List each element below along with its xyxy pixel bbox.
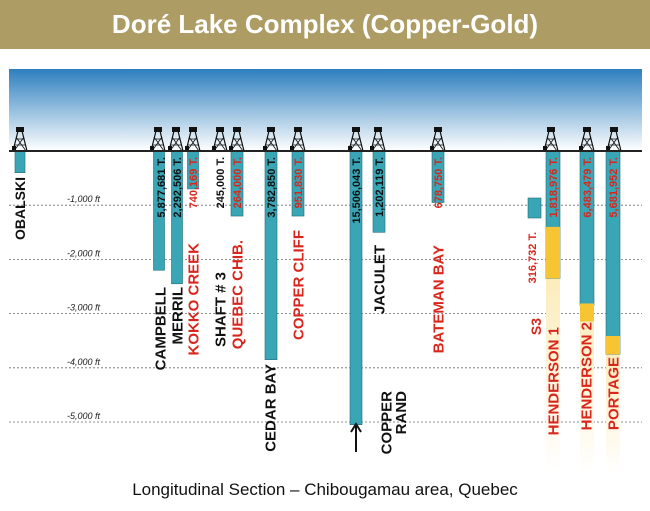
mine-name-label: COPPER (378, 391, 395, 455)
title-band (0, 0, 650, 49)
mine-name-label: S3 (528, 318, 544, 335)
tonnage-label: 5,681,952 T. (608, 157, 620, 218)
mine-name-label: SHAFT # 3 (212, 272, 229, 347)
mine-name-label: HENDERSON 2 (578, 322, 595, 430)
tonnage-label: 5,877,681 T. (156, 157, 168, 218)
depth-label: -3,000 ft (67, 303, 101, 313)
tonnage-label: 245,000 T. (215, 157, 227, 208)
gold-zone (606, 335, 620, 355)
tonnage-label: 2,292,506 T. (172, 157, 184, 218)
tonnage-label: 316,732 T. (527, 232, 539, 283)
mine-name-label: MERRIL (169, 287, 186, 345)
mine-name-label: PORTAGE (605, 357, 622, 430)
arrow-icon (350, 422, 362, 452)
mine-henderson-1 (545, 150, 561, 473)
mine-name-label: HENDERSON 1 (545, 327, 562, 435)
mine-name-label: COPPER CLIFF (290, 230, 307, 340)
mine-henderson-2 (579, 150, 595, 473)
tonnage-label: 3,782,850 T. (266, 157, 278, 218)
mine-name-label: CEDAR BAY (262, 364, 279, 452)
depth-label: -5,000 ft (67, 411, 101, 421)
gold-zone (580, 303, 594, 322)
sky (9, 69, 642, 151)
tonnage-label: 951,830 T. (293, 157, 305, 208)
tonnage-label: 15,506,043 T. (351, 157, 363, 224)
tonnage-label: 264,000 T. (232, 157, 244, 208)
shaft-obalski (14, 150, 26, 173)
page-title: Doré Lake Complex (Copper-Gold) (111, 9, 539, 39)
mine-name-label: CAMPBELL (152, 287, 169, 370)
depth-label: -1,000 ft (67, 194, 101, 204)
mine-name-label: RAND (393, 391, 410, 434)
tonnage-label: 1,202,119 T. (374, 157, 386, 217)
mine-name-label: JACULET (371, 245, 388, 314)
mine-obalski (14, 150, 26, 173)
mine-portage (605, 150, 621, 473)
tonnage-label: 1,818,976 T. (548, 157, 560, 218)
mine-s3 (527, 197, 542, 219)
orebody-s3 (527, 197, 542, 219)
mine-name-label: OBALSKI (12, 177, 28, 240)
depth-label: -4,000 ft (67, 357, 101, 367)
gold-zone (546, 226, 560, 279)
section-caption: Longitudinal Section – Chibougamau area,… (132, 480, 518, 499)
tonnage-label: 678,750 T. (433, 157, 445, 208)
depth-label: -2,000 ft (67, 248, 101, 258)
mine-name-label: KOKKO CREEK (185, 243, 202, 356)
mine-name-label: QUEBEC CHIB. (229, 240, 246, 349)
mine-name-label: BATEMAN BAY (430, 245, 447, 353)
tonnage-label: 6,483,479 T. (582, 157, 594, 218)
tonnage-label: 740,169 T. (188, 157, 200, 208)
